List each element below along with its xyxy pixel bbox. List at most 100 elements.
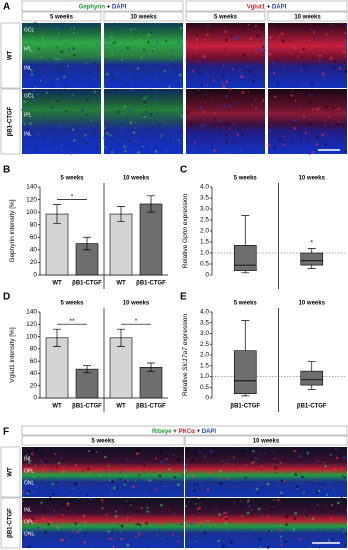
texture [317, 489, 321, 493]
texture [89, 498, 92, 501]
texture [142, 522, 145, 526]
texture [257, 74, 259, 76]
texture [276, 81, 280, 85]
texture [335, 74, 337, 76]
texture [47, 24, 49, 26]
texture [284, 510, 286, 511]
texture [226, 37, 228, 39]
y-tick-label: 0 [205, 395, 209, 402]
texture [27, 460, 31, 464]
stain-part: Ribeye [152, 429, 172, 435]
texture [123, 145, 126, 148]
layer-label: GCL [24, 27, 35, 33]
texture [156, 82, 159, 85]
texture [214, 511, 216, 513]
error-bar [147, 362, 155, 372]
texture [250, 475, 252, 477]
texture [254, 24, 258, 28]
header-box [267, 11, 348, 22]
texture [48, 520, 51, 523]
texture [34, 116, 36, 118]
texture [60, 50, 64, 54]
texture [270, 123, 272, 125]
texture [286, 498, 288, 500]
texture [43, 45, 45, 47]
texture [143, 100, 147, 104]
texture [47, 523, 50, 526]
x-tick-label: βB1-CTGF [72, 281, 102, 287]
texture [157, 112, 159, 115]
texture [225, 107, 228, 110]
texture [274, 44, 276, 47]
texture [138, 58, 140, 60]
texture [155, 488, 158, 492]
texture [295, 132, 297, 134]
texture [62, 137, 66, 140]
texture [81, 108, 84, 112]
texture [345, 509, 348, 511]
texture [191, 459, 194, 462]
stain-part: PKCα [178, 429, 195, 435]
texture [338, 121, 340, 124]
layer-label: INL [24, 131, 32, 137]
texture [36, 526, 40, 530]
texture [343, 62, 346, 65]
texture [308, 39, 311, 42]
texture [281, 503, 283, 506]
texture [223, 104, 226, 108]
texture [275, 111, 277, 112]
texture [222, 64, 225, 67]
texture [188, 513, 190, 515]
texture [196, 483, 199, 486]
texture [32, 514, 34, 517]
texture [34, 86, 37, 88]
texture [49, 122, 52, 125]
texture [310, 82, 313, 85]
micrograph [185, 447, 347, 497]
texture [240, 528, 242, 530]
texture [211, 97, 214, 99]
row-label: βB1-CTGF [8, 508, 14, 538]
significance-label: * [135, 318, 138, 325]
texture [252, 133, 254, 135]
texture [107, 88, 109, 90]
texture [21, 490, 25, 493]
texture [103, 126, 106, 129]
texture [225, 463, 228, 465]
texture [235, 36, 239, 40]
texture [199, 512, 201, 514]
texture [93, 77, 97, 81]
texture [308, 93, 312, 97]
texture [52, 110, 54, 113]
texture [248, 69, 252, 73]
texture [333, 60, 336, 63]
texture [260, 71, 262, 73]
texture [180, 523, 183, 526]
texture [217, 100, 219, 102]
texture [206, 488, 210, 491]
texture [336, 501, 340, 505]
texture [57, 32, 60, 35]
texture [124, 82, 127, 85]
texture [224, 521, 228, 525]
texture [297, 92, 300, 95]
texture [316, 36, 320, 40]
texture [302, 115, 306, 119]
texture [147, 546, 149, 549]
texture [32, 484, 34, 486]
group-label: 10 weeks [123, 176, 150, 182]
texture [61, 514, 64, 517]
texture [82, 514, 86, 518]
texture [264, 453, 266, 455]
texture [225, 121, 229, 125]
texture [186, 447, 189, 451]
texture [97, 460, 100, 463]
texture [280, 535, 283, 538]
texture [144, 110, 148, 114]
texture [304, 514, 308, 518]
x-tick-label: WT [52, 281, 62, 287]
texture [292, 81, 294, 84]
texture [337, 539, 341, 543]
texture [257, 491, 259, 494]
texture [268, 529, 271, 532]
